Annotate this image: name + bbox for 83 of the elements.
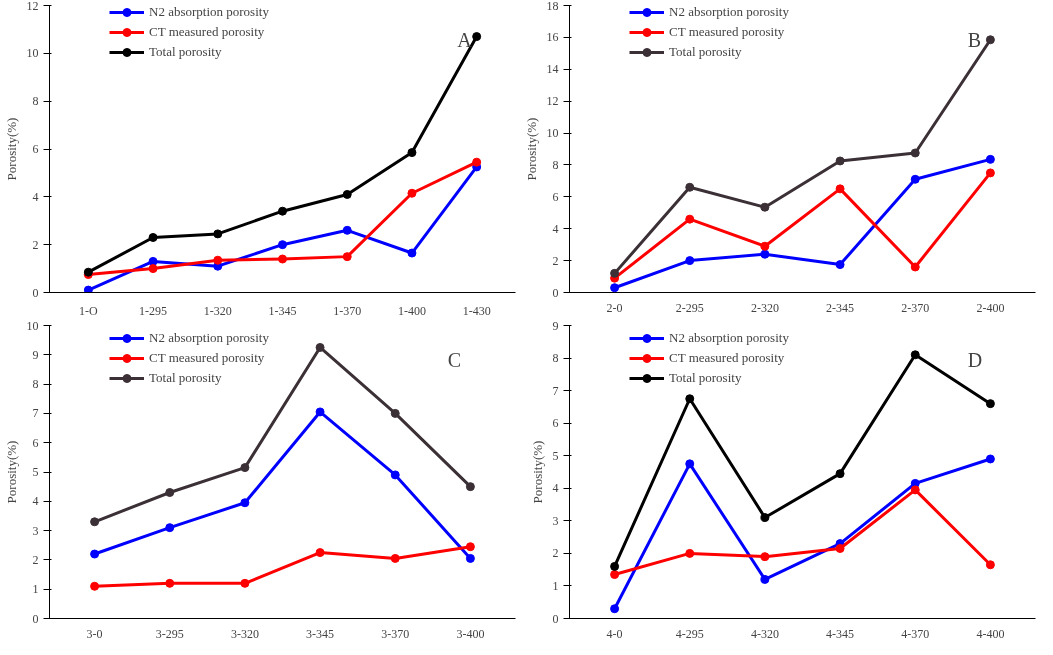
y-tick-label: 2 (552, 253, 559, 268)
y-tick-label: 14 (546, 62, 559, 77)
legend-label: N2 absorption porosity (669, 4, 789, 20)
x-tick-label: 1-400 (397, 303, 426, 318)
x-tick-label: 4-0 (606, 626, 623, 641)
y-tick-label: 0 (32, 285, 39, 300)
y-tick-label: 9 (552, 318, 559, 333)
y-tick-label: 1 (552, 578, 559, 593)
x-tick-label: 1-430 (462, 303, 491, 318)
y-tick-label: 7 (32, 406, 39, 421)
y-tick-label: 6 (552, 416, 559, 431)
y-tick-label: 8 (552, 351, 559, 366)
annotation: B (967, 28, 982, 51)
y-tick-label: 12 (26, 0, 39, 13)
x-tick-label: 4-295 (675, 626, 704, 641)
x-tick-label: 3-370 (381, 626, 410, 641)
y-tick-label: 6 (552, 189, 559, 204)
y-tick-label: 10 (26, 318, 39, 333)
y-tick-label: 5 (32, 465, 39, 479)
y-tick-label: 5 (552, 448, 559, 463)
y-tick-label: 10 (546, 126, 559, 141)
y-tick-label: 18 (546, 0, 559, 13)
x-tick-label: 3-345 (306, 626, 335, 641)
x-tick-label: 1-295 (139, 303, 168, 318)
legend-label: CT measured porosity (669, 24, 785, 40)
x-tick-label: 2-400 (976, 300, 1005, 315)
y-tick-label: 9 (32, 347, 39, 362)
annotation: C (447, 348, 462, 371)
y-tick-label: 0 (552, 611, 559, 626)
y-tick-label: 10 (26, 46, 39, 61)
x-tick-label: 1-370 (333, 303, 362, 318)
x-tick-label: 4-400 (976, 626, 1005, 641)
y-tick-label: 4 (32, 494, 39, 509)
legend-label: N2 absorption porosity (149, 330, 269, 346)
y-tick-label: 6 (32, 435, 39, 450)
y-tick-label: 2 (552, 546, 559, 561)
x-tick-label: 3-295 (155, 626, 184, 641)
y-axis-title: Porosity(%) (3, 440, 19, 504)
legend-label: Total porosity (669, 370, 742, 386)
x-tick-label: 3-0 (86, 626, 103, 641)
legend-label: Total porosity (149, 44, 222, 60)
legend-label: N2 absorption porosity (669, 330, 789, 346)
legend-label: CT measured porosity (149, 350, 265, 366)
y-tick-label: 4 (552, 481, 559, 496)
y-tick-label: 3 (32, 523, 39, 538)
y-tick-label: 4 (552, 221, 559, 236)
y-tick-label: 8 (552, 157, 559, 172)
x-tick-label: 2-0 (606, 300, 623, 315)
y-tick-label: 2 (32, 552, 39, 567)
x-tick-label: 2-295 (675, 300, 704, 315)
y-tick-label: 3 (552, 513, 559, 528)
y-tick-label: 4 (32, 189, 39, 204)
y-axis-title: Porosity(%) (529, 440, 545, 504)
y-tick-label: 0 (552, 285, 559, 300)
y-tick-label: 16 (546, 30, 559, 45)
y-tick-label: 1 (32, 582, 39, 597)
x-tick-label: 4-320 (750, 626, 779, 641)
y-axis-title: Porosity(%) (3, 117, 19, 181)
y-tick-label: 12 (546, 94, 559, 109)
y-tick-label: 6 (32, 142, 39, 156)
legend-label: CT measured porosity (669, 350, 785, 366)
x-tick-label: 2-320 (750, 300, 779, 315)
annotation: A (457, 28, 473, 51)
y-axis-title: Porosity(%) (523, 117, 539, 181)
legend-label: N2 absorption porosity (149, 4, 269, 20)
x-tick-label: 1-320 (203, 303, 232, 318)
y-tick-label: 0 (32, 611, 39, 626)
x-tick-label: 4-345 (826, 626, 855, 641)
x-tick-label: 1-O (79, 303, 98, 318)
x-tick-label: 1-345 (268, 303, 297, 318)
y-tick-label: 8 (32, 377, 39, 392)
y-tick-label: 7 (552, 383, 559, 398)
legend-label: Total porosity (669, 44, 742, 60)
x-tick-label: 4-370 (901, 626, 930, 641)
legend-label: Total porosity (149, 370, 222, 386)
x-tick-label: 3-400 (456, 626, 485, 641)
y-tick-label: 8 (32, 94, 39, 109)
x-tick-label: 2-370 (901, 300, 930, 315)
x-tick-label: 3-320 (230, 626, 259, 641)
y-tick-label: 2 (32, 237, 39, 252)
x-tick-label: 2-345 (826, 300, 855, 315)
legend-label: CT measured porosity (149, 24, 265, 40)
annotation: D (967, 348, 983, 371)
